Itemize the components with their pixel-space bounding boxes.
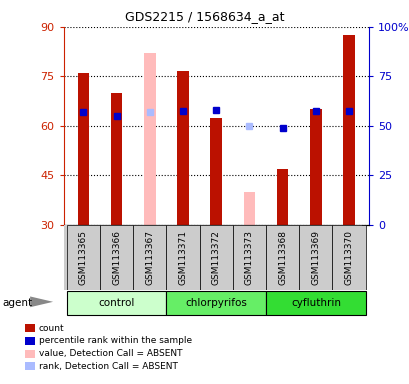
Bar	[332, 225, 365, 290]
Text: GSM113365: GSM113365	[79, 230, 88, 285]
Text: GDS2215 / 1568634_a_at: GDS2215 / 1568634_a_at	[125, 10, 284, 23]
Bar	[299, 225, 332, 290]
Text: count: count	[39, 324, 65, 333]
Text: GSM113371: GSM113371	[178, 230, 187, 285]
Text: cyfluthrin: cyfluthrin	[290, 298, 340, 308]
Bar	[265, 291, 365, 316]
Bar	[133, 225, 166, 290]
Text: GSM113370: GSM113370	[344, 230, 353, 285]
Text: GSM113366: GSM113366	[112, 230, 121, 285]
Bar	[232, 225, 265, 290]
Bar	[342, 35, 354, 225]
Bar	[67, 225, 100, 290]
Bar	[110, 93, 122, 225]
Text: GSM113368: GSM113368	[277, 230, 286, 285]
Bar	[243, 192, 255, 225]
Bar	[210, 118, 222, 225]
Text: GSM113373: GSM113373	[245, 230, 253, 285]
Text: value, Detection Call = ABSENT: value, Detection Call = ABSENT	[39, 349, 182, 358]
Text: control: control	[98, 298, 135, 308]
Bar	[166, 225, 199, 290]
Bar	[166, 291, 265, 316]
Text: GSM113372: GSM113372	[211, 230, 220, 285]
Polygon shape	[30, 296, 53, 307]
Text: percentile rank within the sample: percentile rank within the sample	[39, 336, 191, 346]
Bar	[276, 169, 288, 225]
Text: rank, Detection Call = ABSENT: rank, Detection Call = ABSENT	[39, 362, 178, 371]
Bar	[67, 291, 166, 316]
Text: chlorpyrifos: chlorpyrifos	[185, 298, 247, 308]
Bar	[144, 53, 155, 225]
Text: agent: agent	[2, 298, 32, 308]
Text: GSM113369: GSM113369	[310, 230, 319, 285]
Bar	[199, 225, 232, 290]
Bar	[77, 73, 89, 225]
Bar	[265, 225, 299, 290]
Bar	[177, 71, 189, 225]
Text: GSM113367: GSM113367	[145, 230, 154, 285]
Bar	[309, 109, 321, 225]
Bar	[100, 225, 133, 290]
